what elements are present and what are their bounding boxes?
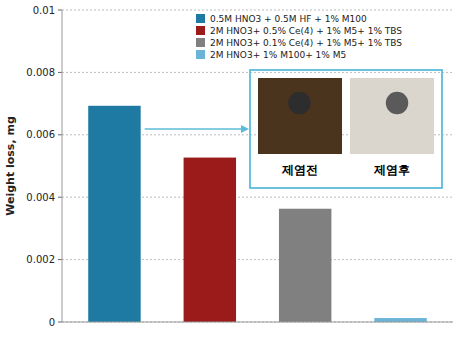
- bar: [374, 318, 426, 322]
- legend-label: 2M HNO3+ 1% M100+ 1% M5: [210, 50, 346, 60]
- grid-line: [62, 322, 453, 323]
- grid-line: [62, 72, 453, 73]
- arrow-head: [241, 125, 249, 133]
- y-axis: [62, 10, 63, 322]
- tick-label: 0.002: [26, 254, 55, 265]
- annotation: 제염전: [281, 163, 318, 177]
- legend-label: 2M HNO3+ 0.5% Ce(4) + 1% M5+ 1% TBS: [210, 26, 402, 36]
- tick-mark: [58, 259, 62, 260]
- bar: [279, 209, 331, 322]
- tick-mark: [58, 134, 62, 135]
- bar: [88, 106, 140, 322]
- tick-mark: [58, 10, 62, 11]
- inset-image: [350, 78, 434, 154]
- chart: 0 0.002 0.004 0.006 0.008 0.01 Weight loss, mg…: [0, 0, 463, 343]
- tick-label: 0.004: [26, 192, 55, 203]
- x-axis: [62, 322, 453, 323]
- grid-line: [62, 10, 453, 11]
- legend: 0.5M HNO3 + 0.5M HF + 1% M100 2M HNO3+ 0.…: [196, 14, 402, 60]
- tick-mark: [58, 197, 62, 198]
- legend-label: 0.5M HNO3 + 0.5M HF + 1% M100: [210, 14, 367, 24]
- tick-label: 0.006: [26, 129, 55, 140]
- legend-swatch: [196, 14, 205, 23]
- tick-label: 0: [49, 317, 55, 328]
- grid: [62, 10, 453, 322]
- inset-image: [258, 78, 342, 154]
- legend-swatch: [196, 38, 205, 47]
- annotation: 제염후: [373, 163, 410, 177]
- tick-label: 0.008: [26, 67, 55, 78]
- tick-mark: [58, 72, 62, 73]
- legend-swatch: [196, 50, 205, 59]
- inset-image-spot: [386, 92, 408, 114]
- y-axis-label: Weight loss, mg: [4, 116, 17, 216]
- arrow: [145, 128, 243, 130]
- bar: [184, 158, 236, 322]
- tick-mark: [58, 322, 62, 323]
- inset-image-spot: [288, 92, 310, 114]
- tick-label: 0.01: [33, 5, 55, 16]
- inset: 제염전 제염후: [250, 70, 442, 188]
- inset-border: [250, 70, 442, 188]
- legend-label: 2M HNO3+ 0.1% Ce(4) + 1% M5+ 1% TBS: [210, 38, 402, 48]
- legend-swatch: [196, 26, 205, 35]
